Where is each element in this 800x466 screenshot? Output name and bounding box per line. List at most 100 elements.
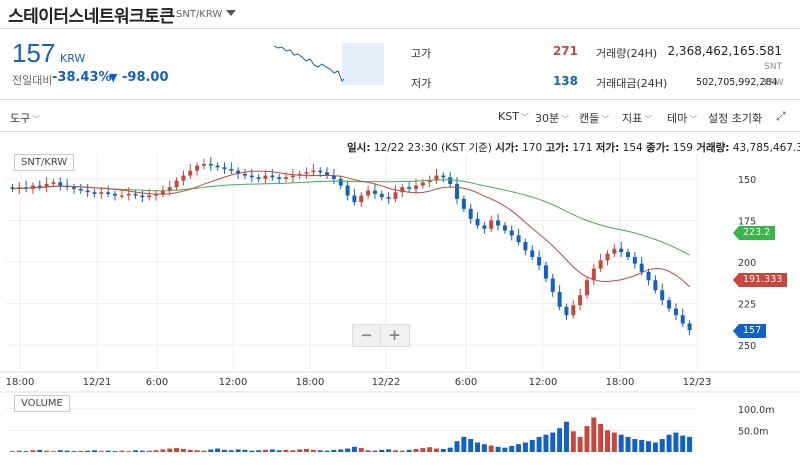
volume-bar [139,450,145,452]
indicators-menu[interactable]: 지표 ﹀ [622,110,652,126]
x-tick-label: 18:00 [6,377,35,388]
candle-body [660,290,665,301]
zoom-in-button[interactable]: + [388,326,401,344]
volume-bar [475,442,481,452]
volume-bar [201,450,207,452]
volume-bar [618,434,624,452]
y-axis: 250 225 200 175 150 [738,175,756,352]
candle-body [461,198,466,209]
volume-bar [413,448,419,452]
theme-menu[interactable]: 테마 ﹀ [667,110,697,126]
candle-body [133,193,138,196]
ma-short-line [12,170,690,288]
volume-bar [434,448,439,452]
candle-body [667,300,672,309]
candle-body [181,175,186,181]
volume-bar [71,451,77,452]
x-tick-label: 12/23 [683,377,712,388]
amount-24h-label: 거래대금(24H) [596,77,668,90]
volume-bar [297,449,303,452]
volume-bar [440,448,446,452]
zoom-control: − + [352,324,410,347]
x-tick-label: 6:00 [146,377,168,388]
volume-bar [611,432,617,452]
volume-bar [98,451,104,452]
volume-bar [632,439,638,452]
volume-bar [228,450,234,452]
candle-body [208,163,213,166]
volume-bar [64,450,70,452]
candle-body [284,177,289,179]
volume-bar [659,439,665,452]
volume-bar [516,444,522,452]
y-tick-label: 175 [738,216,756,227]
volume-bar [44,450,50,452]
volume-bar [577,436,583,452]
volume-bar [680,435,686,452]
volume-bar [85,450,91,452]
ma-short-price-tag: 191.333 [732,273,788,287]
candle-body [290,175,295,178]
volume-bar [133,450,139,452]
candle-body [195,165,200,171]
candle-body [516,235,521,243]
volume-bar [529,439,535,452]
volume-bar [488,445,494,452]
candle-body [140,195,145,198]
current-price: 157 [12,38,56,68]
candle-body [147,195,152,198]
chart-type-label: 캔들 [579,112,600,125]
candle-body [489,220,494,229]
reset-settings-button[interactable]: 설정 초기화 [708,112,763,125]
volume-bar [276,450,282,452]
volume-bar [386,449,392,452]
candle-body [126,193,131,196]
volume-bar [92,450,97,452]
zoom-out-button[interactable]: − [353,325,381,346]
last-price-tag: 157 [732,324,767,338]
chevron-down-icon: ﹀ [32,115,41,124]
tools-menu[interactable]: 도구 ﹀ [10,110,40,126]
candle-body [646,271,651,281]
chevron-down-icon[interactable] [226,10,236,16]
volume-bar [105,450,111,452]
interval-select[interactable]: 30분 ﹀ [535,110,569,126]
candle-body [345,185,350,196]
candle-body [215,165,220,168]
candle-body [236,170,241,174]
candle-body [550,278,555,292]
price-unit: KRW [60,52,86,65]
candle-body [393,192,398,199]
candle-body [352,195,357,203]
candle-body [482,225,487,229]
volume-tick-label: 100.0m [738,405,774,416]
timezone-select[interactable]: KST ﹀ [498,110,529,123]
candle-body [270,175,275,178]
timezone-label: KST [498,110,519,123]
candle-body [413,185,418,189]
open-label: 시가: [495,142,519,154]
candle-body [167,187,172,191]
volume-bar [454,441,460,452]
volume-bar [126,451,132,452]
volume-bar [235,449,241,452]
chart-type-select[interactable]: 캔들 ﹀ [579,110,609,126]
candle-body [160,190,165,194]
candle-body [229,168,234,171]
candle-body [680,315,685,324]
candle-body [331,175,336,179]
pair-label: SNT/KRW [176,9,223,20]
candle-body [455,183,460,199]
candle-body [619,248,624,253]
volume-bar [406,449,412,452]
ma-long-line [12,179,690,256]
theme-label: 테마 [667,112,688,125]
fullscreen-icon[interactable]: ⤢ [776,109,786,123]
candle-body [530,250,535,258]
candle-body [222,167,227,169]
chevron-down-icon: ﹀ [601,115,610,124]
volume-bar [304,448,310,452]
ohlc-high-label: 고가: [545,142,570,154]
volume-bar [78,451,84,452]
